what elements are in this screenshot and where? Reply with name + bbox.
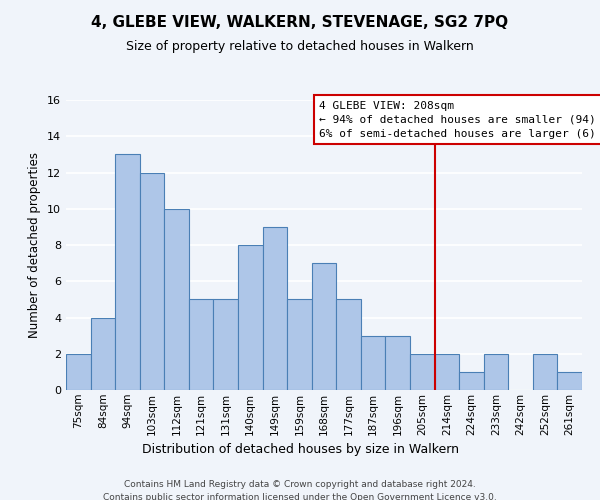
Bar — [533, 354, 557, 390]
Bar — [189, 300, 214, 390]
Bar — [91, 318, 115, 390]
Bar — [214, 300, 238, 390]
Bar — [66, 354, 91, 390]
Bar — [410, 354, 434, 390]
Bar — [287, 300, 312, 390]
Text: Contains HM Land Registry data © Crown copyright and database right 2024.: Contains HM Land Registry data © Crown c… — [124, 480, 476, 489]
Bar — [263, 227, 287, 390]
Bar — [484, 354, 508, 390]
Text: 4, GLEBE VIEW, WALKERN, STEVENAGE, SG2 7PQ: 4, GLEBE VIEW, WALKERN, STEVENAGE, SG2 7… — [91, 15, 509, 30]
Bar — [312, 263, 336, 390]
Bar — [140, 172, 164, 390]
Bar — [115, 154, 140, 390]
Text: 4 GLEBE VIEW: 208sqm
← 94% of detached houses are smaller (94)
6% of semi-detach: 4 GLEBE VIEW: 208sqm ← 94% of detached h… — [319, 101, 600, 139]
Text: Size of property relative to detached houses in Walkern: Size of property relative to detached ho… — [126, 40, 474, 53]
Bar — [238, 245, 263, 390]
Bar — [385, 336, 410, 390]
Y-axis label: Number of detached properties: Number of detached properties — [28, 152, 41, 338]
Text: Distribution of detached houses by size in Walkern: Distribution of detached houses by size … — [142, 442, 458, 456]
Bar — [164, 209, 189, 390]
Text: Contains public sector information licensed under the Open Government Licence v3: Contains public sector information licen… — [103, 492, 497, 500]
Bar — [557, 372, 582, 390]
Bar — [336, 300, 361, 390]
Bar — [361, 336, 385, 390]
Bar — [459, 372, 484, 390]
Bar — [434, 354, 459, 390]
